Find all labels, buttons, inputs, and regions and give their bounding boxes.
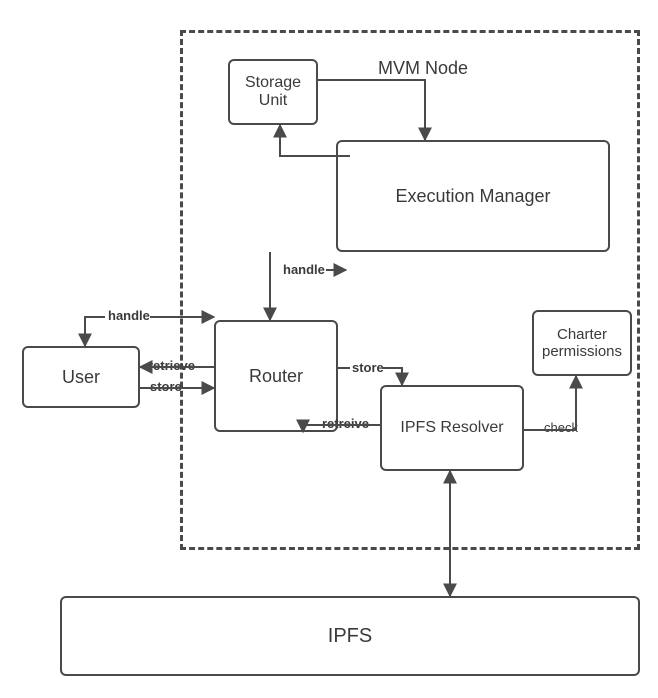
diagram-canvas: MVM Node StorageUnit Execution Manager R…: [0, 0, 658, 698]
edges-svg: [0, 0, 658, 698]
